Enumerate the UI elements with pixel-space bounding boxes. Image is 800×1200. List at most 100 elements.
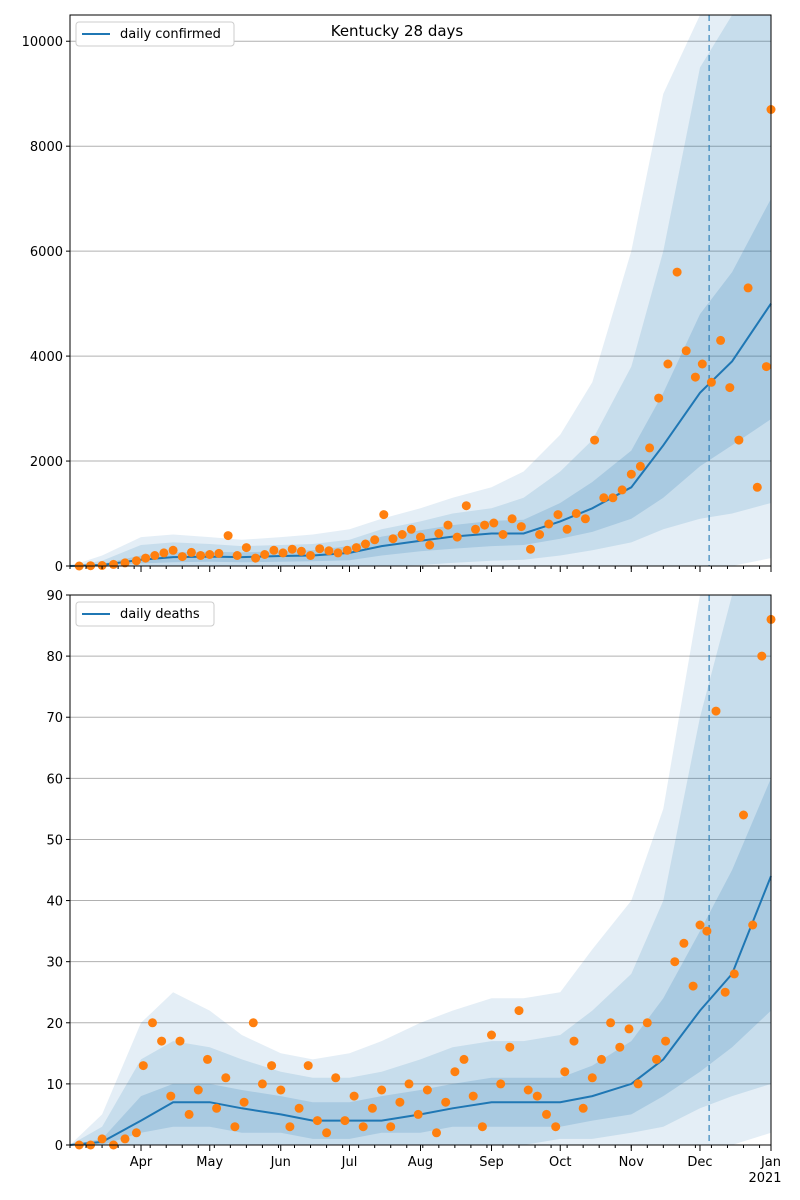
observed-point	[257, 1079, 267, 1089]
uncertainty-band-middle	[70, 15, 771, 566]
x-tick-label: Nov	[619, 1155, 645, 1170]
y-tick-label: 20	[46, 1017, 63, 1032]
observed-point	[379, 510, 389, 520]
deaths-y-ticks: 0 10 20 30 40 50 60 70 80 90	[46, 589, 70, 1154]
observed-point	[626, 469, 636, 479]
observed-point	[333, 548, 343, 558]
observed-point	[477, 1122, 487, 1132]
observed-point	[432, 1128, 441, 1138]
observed-point	[729, 969, 739, 979]
observed-point	[642, 1018, 652, 1028]
observed-point	[351, 543, 361, 553]
observed-point	[287, 544, 297, 554]
observed-point	[175, 1036, 185, 1046]
observed-point	[706, 377, 716, 387]
y-tick-label: 40	[46, 895, 63, 910]
observed-point	[434, 529, 444, 538]
observed-point	[186, 547, 196, 557]
observed-point	[633, 1079, 643, 1089]
observed-point	[654, 393, 664, 403]
observed-point	[404, 1079, 414, 1089]
observed-point	[681, 346, 691, 356]
x-tick-label: Jan	[760, 1155, 781, 1170]
observed-point	[322, 1128, 332, 1138]
observed-point	[532, 1091, 542, 1101]
observed-point	[248, 1018, 258, 1028]
observed-point	[716, 335, 726, 345]
observed-point	[542, 1109, 551, 1119]
observed-point	[386, 1122, 396, 1132]
observed-point	[416, 532, 425, 542]
observed-point	[471, 524, 480, 534]
observed-point	[761, 362, 771, 372]
observed-point	[203, 1054, 212, 1064]
observed-point	[679, 938, 689, 948]
observed-point	[120, 1134, 130, 1144]
legend-box	[75, 601, 215, 627]
observed-point	[285, 1122, 295, 1132]
y-tick-label: 4000	[30, 350, 63, 365]
y-tick-label: 10	[46, 1078, 63, 1093]
confirmed-bands	[70, 15, 771, 566]
x-tick-label: Aug	[408, 1155, 433, 1170]
x-tick-label: Apr	[130, 1155, 153, 1170]
deaths-bands	[70, 595, 771, 1145]
observed-point	[205, 550, 215, 559]
confirmed-x-ticks	[69, 566, 772, 572]
observed-point	[296, 546, 306, 556]
y-tick-label: 90	[46, 589, 63, 604]
uncertainty-band-inner	[70, 778, 771, 1145]
observed-point	[141, 553, 151, 563]
observed-point	[695, 920, 705, 930]
observed-point	[505, 1042, 515, 1052]
observed-point	[370, 535, 380, 545]
observed-point	[196, 551, 206, 560]
observed-point	[212, 1103, 222, 1113]
observed-point	[748, 920, 758, 930]
observed-point	[757, 651, 767, 661]
observed-point	[480, 520, 490, 530]
deaths-legend: daily deaths	[75, 601, 215, 627]
y-tick-label: 6000	[30, 245, 63, 260]
observed-point	[690, 372, 700, 382]
observed-point	[661, 1036, 671, 1046]
y-tick-label: 60	[46, 772, 63, 787]
observed-point	[645, 443, 655, 453]
x-year-label: 2021	[748, 1171, 781, 1186]
observed-point	[452, 532, 462, 542]
observed-point	[635, 461, 645, 471]
observed-point	[138, 1061, 148, 1071]
observed-point	[688, 981, 698, 991]
uncertainty-band-outer	[70, 15, 771, 566]
y-tick-label: 0	[55, 560, 63, 575]
observed-point	[459, 1054, 469, 1064]
observed-point	[652, 1054, 661, 1064]
observed-point	[193, 1085, 203, 1095]
observed-point	[739, 810, 748, 820]
observed-point	[571, 509, 581, 518]
observed-point	[232, 551, 242, 560]
observed-point	[590, 435, 600, 445]
observed-point	[496, 1079, 506, 1089]
observed-point	[184, 1109, 194, 1119]
confirmed-legend: daily confirmed	[75, 21, 235, 47]
observed-point	[569, 1036, 579, 1046]
observed-point	[578, 1103, 588, 1113]
observed-point	[306, 551, 315, 560]
observed-point	[551, 1122, 561, 1132]
observed-point	[450, 1067, 460, 1077]
observed-point	[241, 543, 251, 553]
observed-point	[535, 530, 545, 539]
observed-point	[406, 524, 416, 534]
y-tick-label: 30	[46, 956, 63, 971]
observed-point	[615, 1042, 625, 1052]
y-tick-label: 80	[46, 650, 63, 665]
observed-point	[315, 544, 325, 554]
observed-point	[580, 514, 590, 524]
y-tick-label: 50	[46, 833, 63, 848]
observed-point	[349, 1091, 359, 1101]
observed-point	[168, 545, 178, 555]
observed-point	[120, 558, 130, 568]
legend-box	[75, 21, 235, 47]
